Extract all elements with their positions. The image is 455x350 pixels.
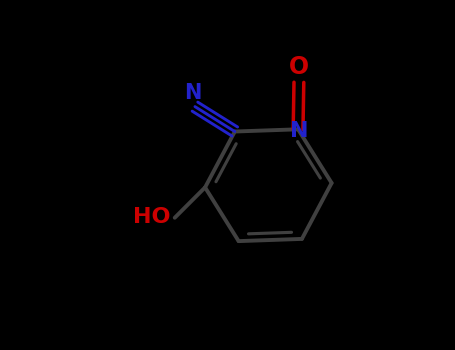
- Text: N: N: [184, 83, 202, 103]
- Text: HO: HO: [133, 207, 171, 227]
- Text: O: O: [289, 55, 309, 79]
- Text: N: N: [290, 121, 309, 141]
